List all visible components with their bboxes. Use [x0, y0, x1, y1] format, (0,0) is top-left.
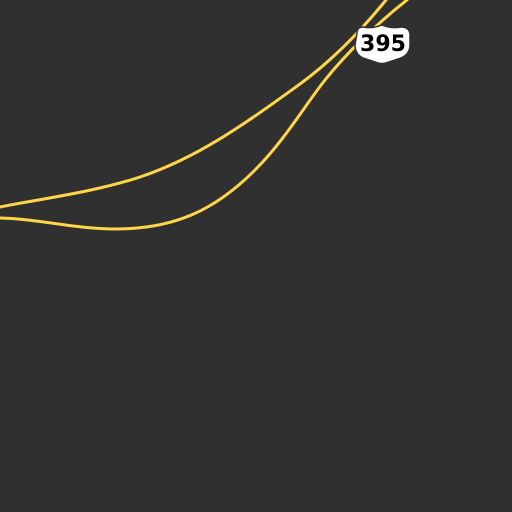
route-shield[interactable]: 395: [355, 25, 410, 64]
route-shield-number: 395: [360, 32, 406, 57]
